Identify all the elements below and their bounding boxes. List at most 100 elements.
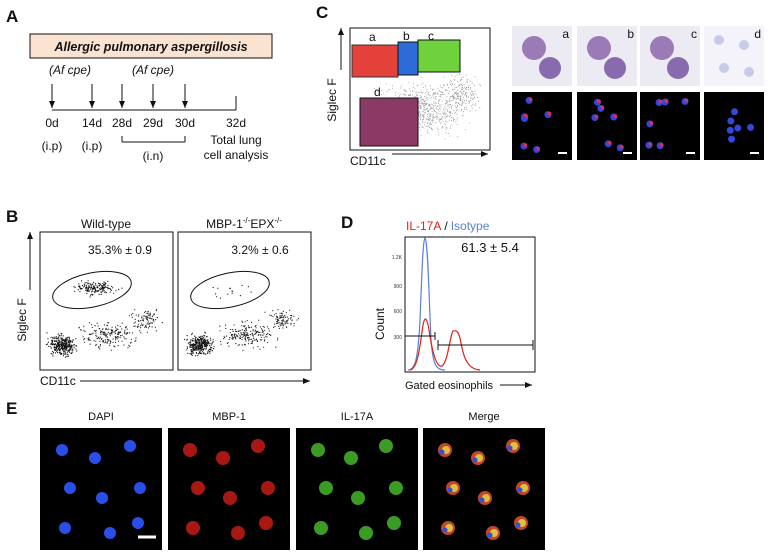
- event-dot: [404, 93, 406, 95]
- event-dot: [202, 349, 204, 351]
- event-dot: [435, 122, 437, 124]
- event-dot: [87, 287, 89, 289]
- event-dot: [445, 89, 447, 91]
- event-dot: [99, 337, 101, 340]
- event-dot: [257, 334, 259, 336]
- event-dot: [437, 127, 439, 129]
- event-dot: [460, 79, 461, 81]
- event-dot: [432, 107, 434, 109]
- event-dot: [193, 348, 196, 351]
- event-dot: [250, 334, 252, 336]
- event-dot: [107, 288, 109, 290]
- stat: 61.3 ± 5.4: [461, 240, 519, 255]
- event-dot: [455, 98, 457, 100]
- event-dot: [105, 327, 107, 329]
- event-dot: [198, 351, 200, 353]
- event-dot: [58, 338, 60, 340]
- event-dot: [250, 330, 252, 332]
- event-dot: [106, 286, 108, 289]
- event-dot: [276, 319, 278, 321]
- event-dot: [244, 336, 246, 338]
- x-label: CD11c: [350, 154, 386, 168]
- event-dot: [434, 117, 436, 119]
- legend-entry: Isotype: [451, 219, 490, 233]
- event-dot: [51, 351, 54, 353]
- event-dot: [104, 282, 106, 284]
- event-dot: [192, 351, 194, 353]
- event-dot: [120, 331, 122, 333]
- event-dot: [286, 316, 288, 318]
- event-dot: [454, 96, 456, 98]
- event-dot: [48, 345, 50, 347]
- event-dot: [461, 87, 463, 89]
- event-dot: [261, 331, 263, 333]
- event-dot: [408, 82, 410, 84]
- event-dot: [234, 336, 237, 338]
- event-dot: [277, 337, 279, 339]
- event-dot: [63, 347, 65, 350]
- event-dot: [210, 350, 212, 352]
- event-dot: [457, 95, 459, 97]
- treatment: (Af cpe): [49, 63, 91, 77]
- event-dot: [147, 322, 149, 324]
- event-dot: [128, 344, 130, 346]
- event-dot: [95, 332, 97, 334]
- event-dot: [217, 287, 219, 289]
- event-dot: [426, 118, 428, 119]
- event-dot: [455, 93, 457, 95]
- event-dot: [79, 287, 81, 289]
- event-dot: [156, 317, 158, 319]
- event-dot: [236, 330, 238, 333]
- event-dot: [114, 341, 117, 344]
- event-dot: [71, 341, 73, 343]
- gate-b: [397, 41, 419, 76]
- event-dot: [99, 345, 101, 347]
- event-dot: [419, 106, 421, 108]
- event-dot: [464, 106, 466, 108]
- event-dot: [240, 329, 242, 331]
- event-dot: [64, 349, 66, 351]
- event-dot: [425, 109, 427, 110]
- event-dot: [471, 105, 473, 107]
- event-dot: [391, 85, 393, 86]
- event-dot: [460, 100, 461, 102]
- event-dot: [200, 348, 202, 350]
- event-dot: [474, 90, 476, 92]
- event-dot: [466, 79, 468, 80]
- granule: [659, 142, 664, 147]
- event-dot: [212, 286, 214, 289]
- cell: [442, 527, 448, 533]
- cell: [389, 481, 403, 495]
- event-dot: [234, 335, 236, 337]
- event-dot: [285, 320, 287, 322]
- granule: [684, 98, 689, 103]
- event-dot: [203, 334, 205, 337]
- event-dot: [91, 326, 93, 328]
- event-dot: [459, 84, 461, 86]
- event-dot: [89, 333, 91, 335]
- event-dot: [86, 287, 88, 289]
- event-dot: [433, 101, 435, 103]
- event-dot: [263, 326, 265, 328]
- event-dot: [55, 349, 57, 351]
- event-dot: [440, 91, 442, 93]
- event-dot: [454, 84, 455, 86]
- event-dot: [428, 119, 430, 121]
- event-dot: [126, 328, 128, 330]
- event-dot: [96, 335, 98, 337]
- event-dot: [93, 288, 95, 290]
- event-dot: [103, 285, 105, 287]
- event-dot: [52, 353, 54, 355]
- event-dot: [415, 92, 417, 94]
- event-dot: [102, 285, 104, 287]
- event-dot: [62, 346, 64, 348]
- event-dot: [426, 119, 428, 121]
- event-dot: [268, 333, 271, 336]
- cell: [231, 526, 245, 540]
- event-dot: [125, 338, 127, 340]
- event-dot: [88, 285, 90, 287]
- event-dot: [246, 319, 248, 322]
- event-dot: [462, 100, 463, 102]
- event-dot: [50, 353, 52, 355]
- event-dot: [211, 344, 213, 346]
